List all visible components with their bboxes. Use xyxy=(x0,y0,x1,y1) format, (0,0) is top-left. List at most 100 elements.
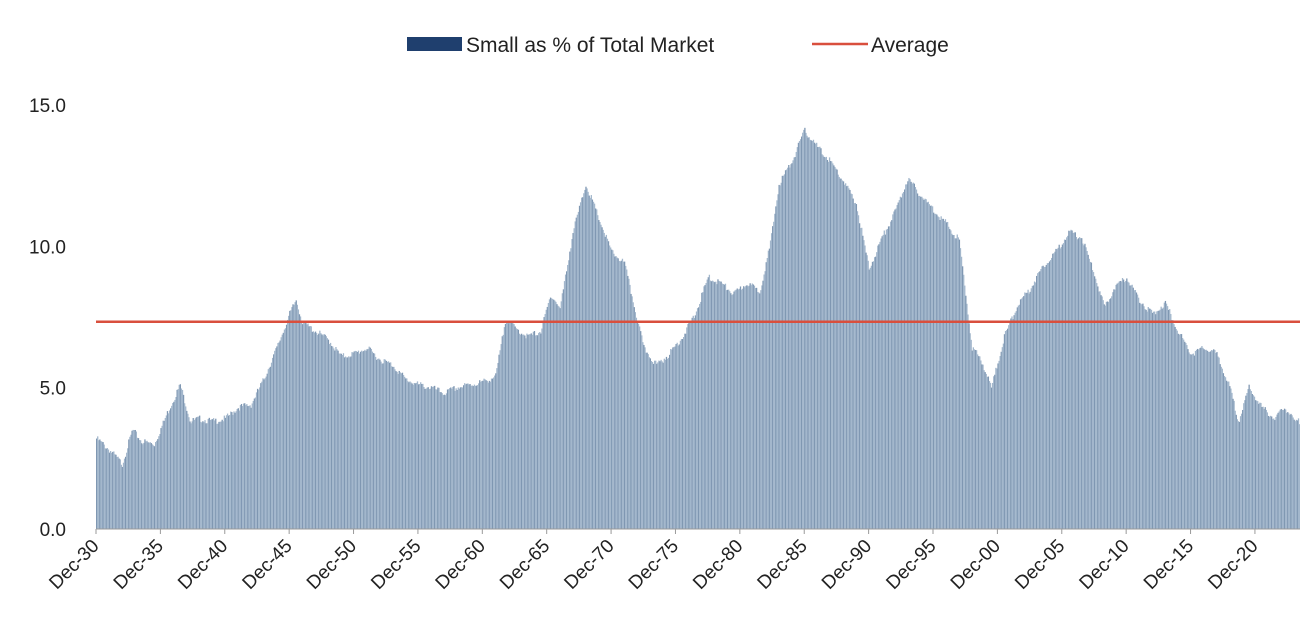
bar xyxy=(1084,243,1086,530)
bar xyxy=(514,326,516,529)
bar xyxy=(729,291,731,529)
x-tick-label: Dec-35 xyxy=(110,536,168,594)
bar xyxy=(1224,377,1227,529)
bar xyxy=(1001,347,1003,529)
bar xyxy=(253,398,256,529)
bar xyxy=(1207,351,1210,529)
bar xyxy=(734,290,736,529)
bar xyxy=(607,241,610,530)
bar xyxy=(1243,403,1245,529)
bar xyxy=(592,201,595,530)
bar xyxy=(1212,350,1214,529)
bar xyxy=(520,333,523,529)
bar xyxy=(606,238,609,530)
bar xyxy=(167,413,170,529)
bar xyxy=(648,357,650,529)
bar xyxy=(768,248,771,529)
bar xyxy=(951,233,953,529)
bar xyxy=(456,389,458,529)
bar xyxy=(696,308,699,529)
bar xyxy=(949,229,951,529)
bar xyxy=(277,342,279,529)
bar xyxy=(210,419,213,529)
bar xyxy=(1044,266,1046,529)
bar xyxy=(321,334,323,529)
bar xyxy=(664,359,667,529)
bar xyxy=(593,203,596,529)
bar xyxy=(416,381,419,529)
bar xyxy=(426,387,428,529)
bar xyxy=(967,314,969,529)
bar xyxy=(241,406,244,529)
bar xyxy=(526,333,528,529)
bar xyxy=(211,419,214,529)
bar xyxy=(631,296,633,529)
bar xyxy=(1110,298,1112,529)
bar xyxy=(675,344,677,529)
bar xyxy=(509,322,511,529)
bar xyxy=(916,193,919,530)
bar xyxy=(141,443,143,529)
bar xyxy=(1104,305,1106,529)
bar xyxy=(343,357,346,529)
bar xyxy=(427,387,429,529)
bar xyxy=(988,381,991,529)
bar xyxy=(670,349,672,529)
bar xyxy=(1202,347,1204,529)
bar xyxy=(1007,328,1009,529)
bar xyxy=(297,309,300,529)
bar xyxy=(1022,297,1024,529)
bar xyxy=(931,206,934,529)
bar xyxy=(757,291,759,529)
bar xyxy=(930,205,933,529)
bar xyxy=(713,281,715,529)
bar xyxy=(134,429,136,529)
bar xyxy=(246,404,248,529)
bar xyxy=(1030,288,1032,529)
bar xyxy=(1209,351,1212,529)
bar xyxy=(1288,413,1290,529)
bar xyxy=(1049,260,1052,529)
x-tick-label: Dec-80 xyxy=(689,536,747,594)
bar xyxy=(1148,308,1150,529)
bar xyxy=(1230,388,1232,529)
bar xyxy=(217,423,219,529)
bar xyxy=(212,418,215,529)
bar xyxy=(578,205,581,529)
bar xyxy=(147,442,149,529)
bar xyxy=(160,428,162,529)
bar xyxy=(1268,416,1271,529)
bar xyxy=(865,252,867,529)
bar xyxy=(262,378,264,529)
bar xyxy=(868,269,870,529)
bar xyxy=(824,157,826,530)
bar xyxy=(127,448,129,529)
bar xyxy=(128,439,130,529)
bar xyxy=(163,420,165,529)
x-tick-label: Dec-10 xyxy=(1076,536,1134,594)
bar xyxy=(209,419,212,529)
bar xyxy=(1132,287,1134,529)
bar xyxy=(1108,299,1111,529)
bar xyxy=(621,258,624,529)
bar xyxy=(1284,409,1287,529)
bar xyxy=(159,434,161,529)
bar xyxy=(579,202,582,530)
bar xyxy=(1267,415,1270,529)
bar xyxy=(337,350,339,529)
bar xyxy=(1233,400,1235,529)
bar xyxy=(950,230,952,529)
bar xyxy=(620,260,623,529)
bar xyxy=(295,300,297,529)
bar xyxy=(1143,306,1145,529)
bar xyxy=(1252,395,1255,529)
bar xyxy=(1290,413,1292,529)
bar xyxy=(848,188,850,529)
bar xyxy=(894,209,896,529)
bar xyxy=(429,388,432,529)
bar xyxy=(312,331,315,529)
bar xyxy=(635,317,638,529)
bar xyxy=(136,437,139,529)
bar xyxy=(335,347,337,529)
bar xyxy=(938,217,940,530)
